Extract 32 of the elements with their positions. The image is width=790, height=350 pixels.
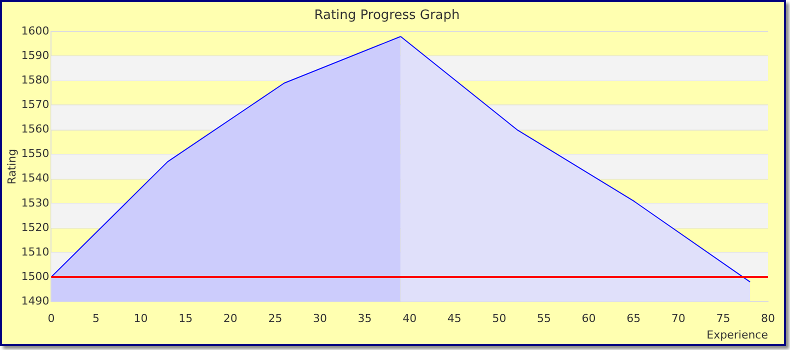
y-tick-label: 1560 bbox=[21, 122, 50, 136]
y-tick-label: 1570 bbox=[21, 98, 50, 112]
x-tick-label: 20 bbox=[223, 312, 238, 326]
x-tick-label: 40 bbox=[402, 312, 417, 326]
y-tick-label: 1500 bbox=[21, 270, 50, 283]
x-tick-label: 75 bbox=[716, 312, 730, 326]
chart-title: Rating Progress Graph bbox=[314, 8, 460, 24]
x-tick-label: 0 bbox=[48, 312, 55, 326]
x-axis-title: Experience bbox=[706, 328, 768, 342]
y-tick-label: 1590 bbox=[21, 49, 50, 62]
x-tick-label: 50 bbox=[492, 312, 506, 326]
x-tick-label: 70 bbox=[671, 312, 686, 326]
x-tick-label: 5 bbox=[92, 312, 100, 326]
x-tick-label: 55 bbox=[537, 312, 551, 326]
x-tick-label: 30 bbox=[312, 312, 327, 326]
x-tick-label: 45 bbox=[447, 312, 462, 326]
x-tick-label: 10 bbox=[134, 312, 148, 326]
y-tick-label: 1580 bbox=[21, 74, 50, 87]
x-tick-label: 65 bbox=[626, 312, 641, 326]
y-tick-label: 1530 bbox=[21, 196, 50, 210]
x-tick-label: 15 bbox=[178, 312, 193, 326]
y-tick-label: 1520 bbox=[21, 220, 50, 234]
x-tick-label: 25 bbox=[268, 312, 282, 326]
y-tick-label: 1600 bbox=[21, 24, 50, 38]
y-tick-label: 1490 bbox=[21, 294, 50, 308]
y-tick-label: 1510 bbox=[21, 245, 50, 258]
x-tick-label: 80 bbox=[761, 312, 775, 326]
x-tick-label: 35 bbox=[358, 312, 372, 326]
x-tick-label: 60 bbox=[582, 312, 596, 326]
y-tick-label: 1550 bbox=[21, 147, 50, 160]
y-tick-label: 1540 bbox=[21, 172, 50, 185]
y-axis-title: Rating bbox=[5, 148, 18, 184]
